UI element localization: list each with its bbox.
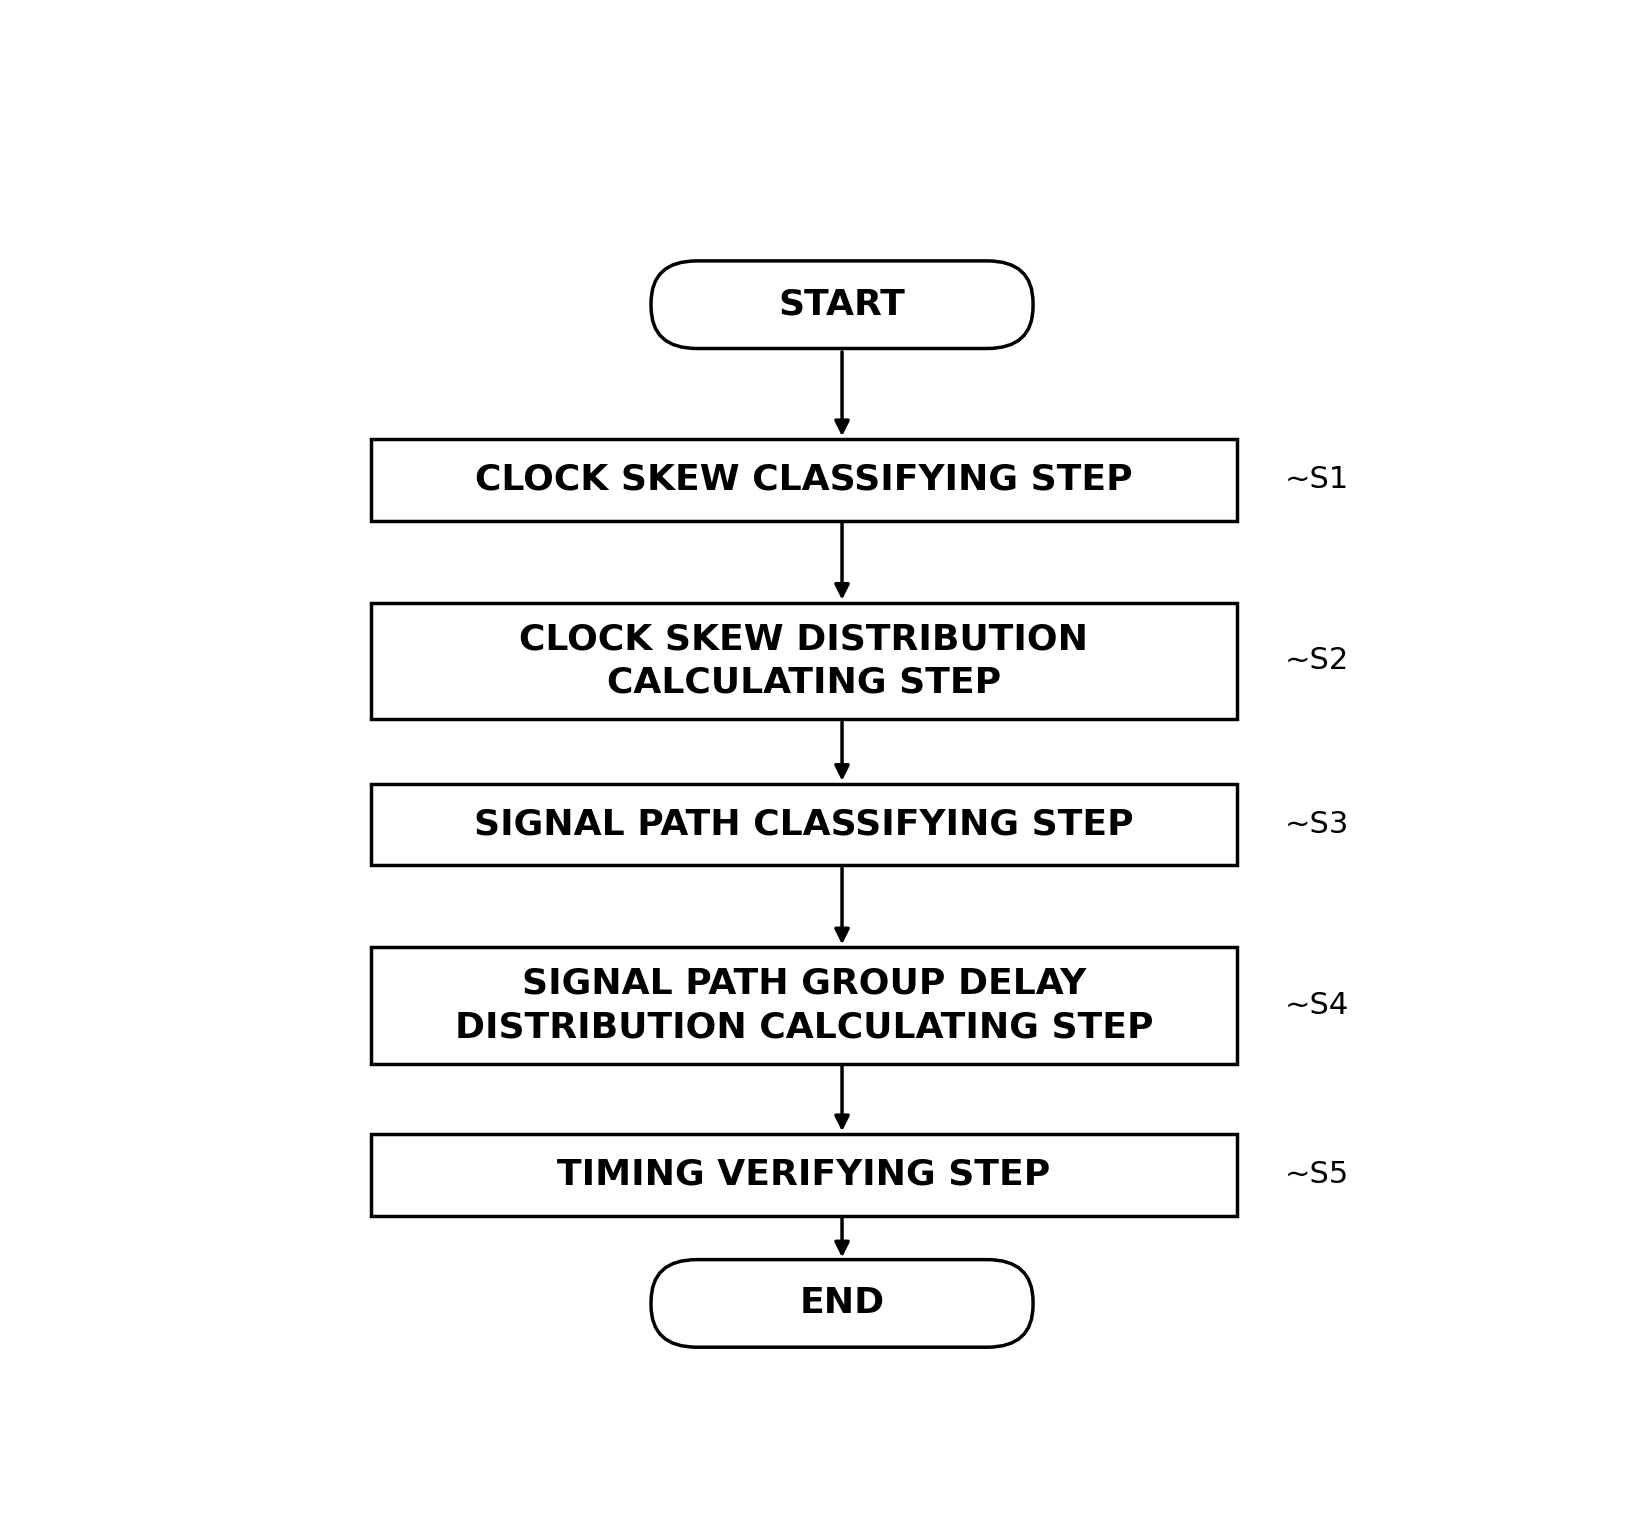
Text: END: END: [800, 1286, 884, 1320]
Text: CLOCK SKEW DISTRIBUTION
CALCULATING STEP: CLOCK SKEW DISTRIBUTION CALCULATING STEP: [519, 622, 1088, 699]
Text: ~S3: ~S3: [1285, 810, 1349, 839]
Text: ~S2: ~S2: [1285, 646, 1349, 675]
Text: SIGNAL PATH CLASSIFYING STEP: SIGNAL PATH CLASSIFYING STEP: [475, 807, 1134, 842]
Bar: [371, 602, 1237, 719]
FancyBboxPatch shape: [651, 261, 1033, 349]
Bar: [371, 1135, 1237, 1215]
Text: SIGNAL PATH GROUP DELAY
DISTRIBUTION CALCULATING STEP: SIGNAL PATH GROUP DELAY DISTRIBUTION CAL…: [455, 966, 1153, 1044]
Text: ~S5: ~S5: [1285, 1161, 1349, 1189]
Bar: [371, 438, 1237, 520]
Text: CLOCK SKEW CLASSIFYING STEP: CLOCK SKEW CLASSIFYING STEP: [475, 463, 1132, 498]
Text: TIMING VERIFYING STEP: TIMING VERIFYING STEP: [557, 1157, 1050, 1192]
Text: ~S1: ~S1: [1285, 466, 1349, 495]
Text: START: START: [779, 288, 905, 322]
FancyBboxPatch shape: [651, 1259, 1033, 1347]
Text: ~S4: ~S4: [1285, 991, 1349, 1019]
Bar: [371, 784, 1237, 865]
Bar: [371, 947, 1237, 1063]
